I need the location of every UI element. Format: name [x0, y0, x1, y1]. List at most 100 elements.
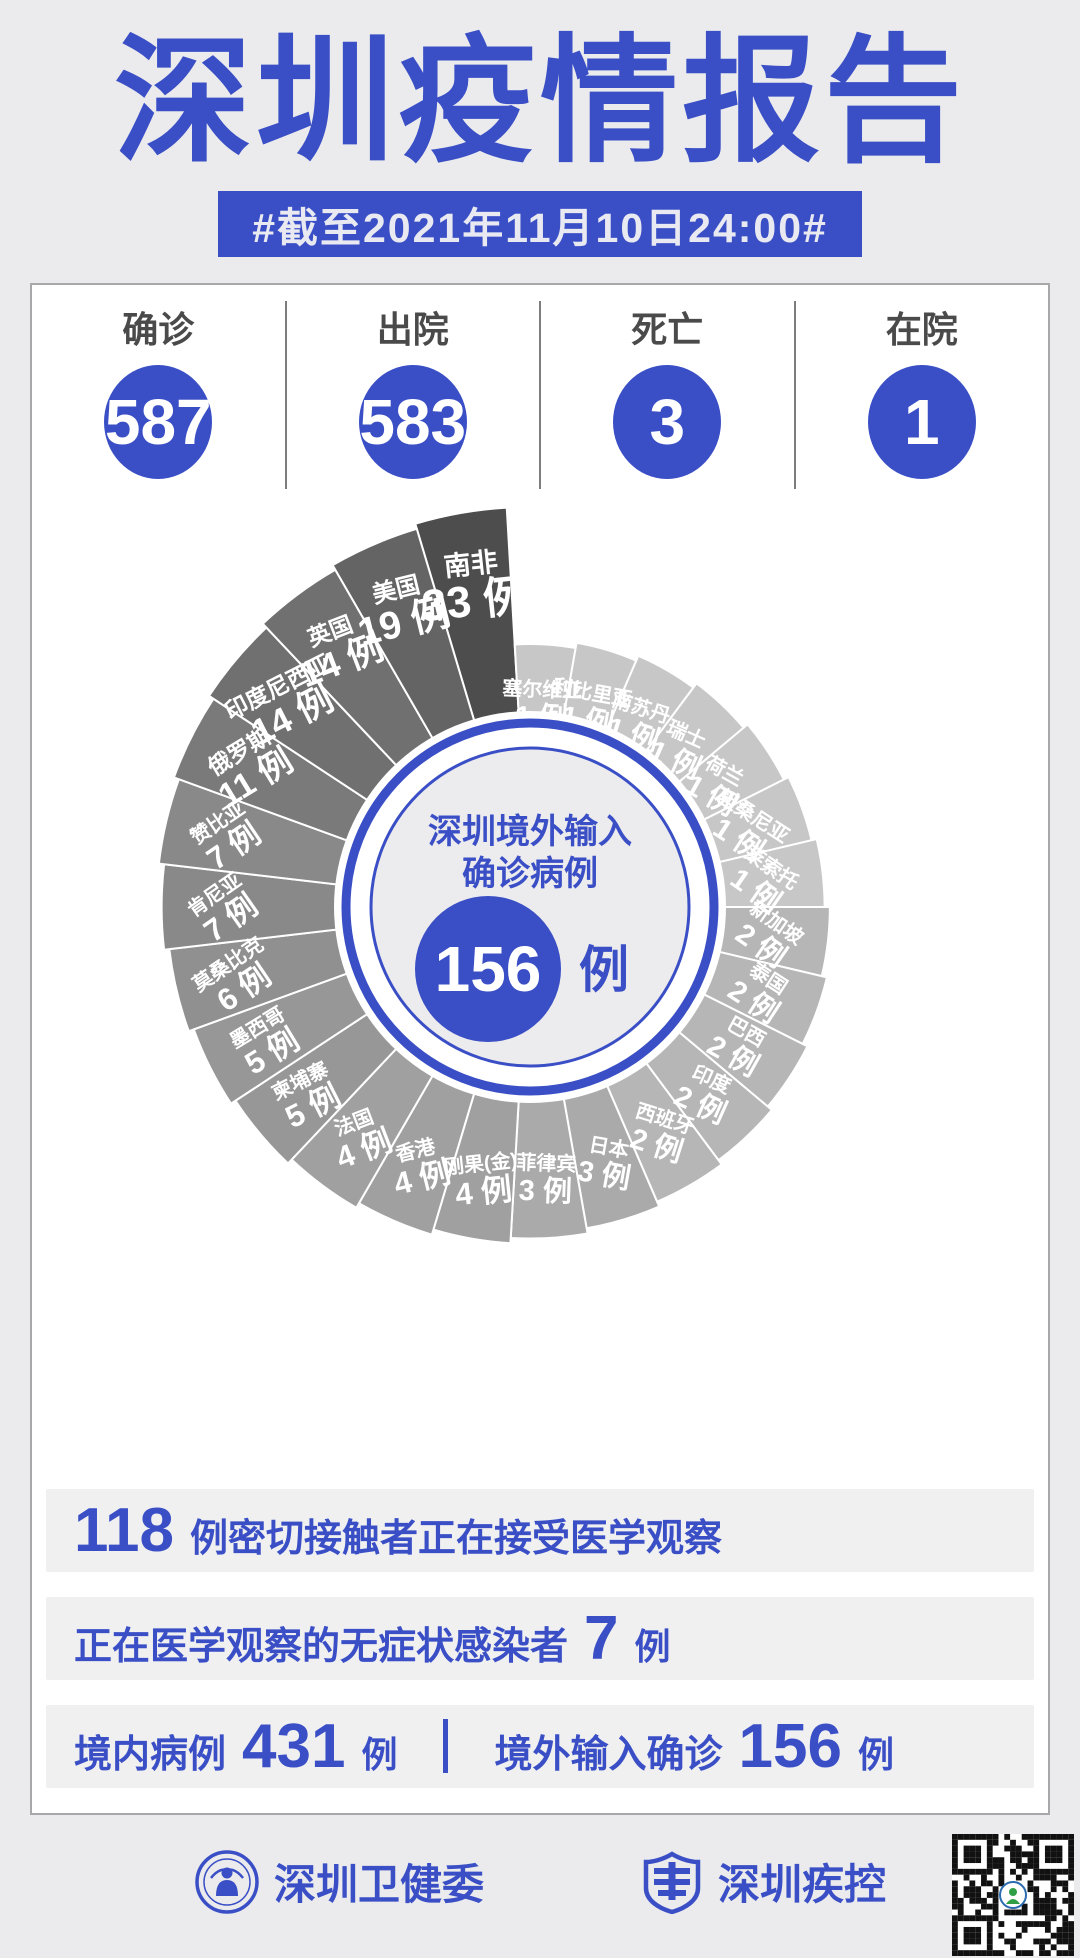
qr-module	[1044, 1834, 1051, 1840]
slice-case-count: 3 例	[518, 1173, 572, 1209]
qr-module	[1021, 1851, 1028, 1858]
qr-module	[992, 1892, 999, 1898]
qr-module	[969, 1857, 976, 1864]
qr-module	[969, 1886, 976, 1893]
qr-module	[1033, 1851, 1040, 1858]
qr-module	[952, 1845, 958, 1852]
qr-module	[1068, 1932, 1074, 1939]
qr-module	[1039, 1921, 1045, 1927]
split-divider	[443, 1719, 449, 1774]
qr-module	[1062, 1932, 1069, 1939]
qr-module	[1050, 1874, 1057, 1881]
close-contacts-count: 118	[74, 1495, 175, 1565]
qr-module	[1068, 1874, 1074, 1881]
qr-module	[1050, 1880, 1057, 1887]
qr-module	[1062, 1880, 1069, 1887]
qr-module	[1033, 1839, 1040, 1846]
qr-module	[1062, 1926, 1069, 1933]
qr-module	[975, 1868, 982, 1875]
qr-module	[969, 1834, 976, 1840]
qr-module	[1056, 1880, 1063, 1887]
qr-module	[1039, 1834, 1045, 1840]
qr-module	[1062, 1915, 1069, 1922]
qr-module	[986, 1944, 993, 1951]
qr-module	[1015, 1932, 1022, 1939]
qr-module	[1050, 1897, 1057, 1904]
qr-module	[1050, 1909, 1057, 1916]
qr-module	[986, 1834, 993, 1840]
qr-module	[1068, 1851, 1074, 1858]
qr-module	[952, 1839, 958, 1846]
qr-module	[963, 1874, 970, 1881]
qr-module	[1015, 1857, 1022, 1864]
qr-module	[986, 1892, 993, 1898]
qr-module	[981, 1880, 987, 1887]
qr-module	[998, 1868, 1005, 1875]
qr-module	[975, 1938, 982, 1945]
qr-module	[1010, 1845, 1016, 1852]
stat-confirmed-value: 587	[104, 364, 213, 479]
stat-deaths-value: 3	[613, 364, 722, 479]
stat-discharged-label: 出院	[376, 308, 449, 350]
qr-module	[981, 1903, 987, 1910]
qr-module	[1062, 1950, 1069, 1956]
stat-deaths-label: 死亡	[631, 308, 704, 350]
rose-slice-label: 刚果(金)4 例	[443, 1148, 518, 1213]
qr-module	[969, 1915, 976, 1922]
qr-module	[986, 1938, 993, 1945]
qr-module	[1050, 1834, 1057, 1840]
qr-module	[1015, 1874, 1022, 1881]
note-case-split: 境内病例 431 例 境外输入确诊 156 例	[46, 1704, 1034, 1788]
qr-module	[1062, 1868, 1069, 1875]
qr-module	[1021, 1834, 1028, 1840]
qr-module	[1033, 1921, 1040, 1927]
qr-module	[952, 1938, 958, 1945]
qr-module	[986, 1863, 993, 1869]
qr-module	[998, 1950, 1005, 1956]
qr-module	[1021, 1950, 1028, 1956]
stat-discharged: 出院 583	[284, 300, 540, 489]
qr-module	[952, 1950, 958, 1956]
center-title-line2: 确诊病例	[462, 855, 598, 893]
qr-module	[1062, 1938, 1069, 1945]
qr-module	[963, 1950, 970, 1956]
qr-module	[992, 1886, 999, 1893]
qr-module	[1015, 1950, 1022, 1956]
qr-module	[1021, 1863, 1028, 1869]
qr-module	[1050, 1932, 1057, 1939]
qr-module	[986, 1915, 993, 1922]
qr-module	[1056, 1834, 1063, 1840]
qr-module	[969, 1932, 976, 1939]
qr-module	[1044, 1903, 1051, 1910]
qr-module	[952, 1944, 958, 1951]
qr-module	[957, 1868, 964, 1875]
qr-module	[1033, 1868, 1040, 1875]
qr-module	[986, 1857, 993, 1864]
qr-module	[1056, 1950, 1063, 1956]
qr-module	[1015, 1863, 1022, 1869]
qr-module	[992, 1839, 999, 1846]
qr-module	[963, 1851, 970, 1858]
qr-module	[1068, 1857, 1074, 1864]
qr-module	[992, 1834, 999, 1840]
qr-module	[998, 1874, 1005, 1881]
qr-module	[1050, 1886, 1057, 1893]
qr-module	[1010, 1857, 1016, 1864]
qr-module	[1010, 1851, 1016, 1858]
qr-module	[981, 1950, 987, 1956]
qr-module	[1010, 1944, 1016, 1951]
stat-discharged-value: 583	[358, 364, 467, 479]
qr-module	[981, 1915, 987, 1922]
qr-module	[986, 1868, 993, 1875]
qr-module	[1056, 1938, 1063, 1945]
qr-module	[952, 1857, 958, 1864]
qr-module	[1015, 1909, 1022, 1916]
qr-module	[1044, 1857, 1051, 1864]
qr-module	[952, 1880, 958, 1887]
qr-module	[963, 1845, 970, 1852]
qr-logo-figure-body	[1006, 1899, 1020, 1904]
center-title-line1: 深圳境外输入	[428, 813, 632, 851]
note-close-contacts: 118 例密切接触者正在接受医学观察	[46, 1488, 1034, 1572]
page-title: 深圳疫情报告	[113, 25, 966, 179]
qr-module	[1068, 1863, 1074, 1869]
